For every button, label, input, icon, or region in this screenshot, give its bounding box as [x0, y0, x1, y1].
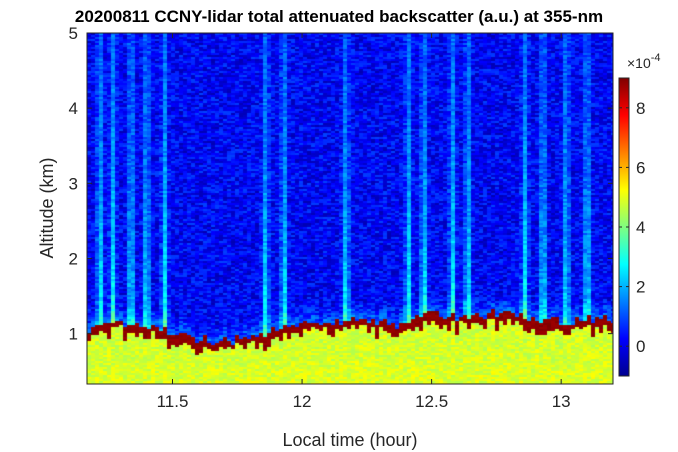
plot-frame [86, 32, 614, 385]
y-tick-label: 4 [69, 99, 78, 118]
colorbar-tick-label: 6 [636, 158, 645, 177]
colorbar-tick-label: 8 [636, 99, 645, 118]
colorbar-tick-label: 4 [636, 218, 645, 237]
x-tick-label: 12.5 [415, 392, 448, 411]
y-axis: 1 2 3 4 5 [69, 24, 613, 344]
x-axis: 11.5 12 12.5 13 [157, 33, 571, 411]
x-tick-label: 13 [552, 392, 571, 411]
y-tick-label: 5 [69, 24, 78, 43]
y-tick-label: 3 [69, 174, 78, 193]
backscatter-heatmap [87, 33, 613, 384]
x-tick-label: 11.5 [157, 392, 189, 411]
y-tick-label: 2 [69, 249, 78, 268]
x-tick-label: 12 [293, 392, 312, 411]
y-axis-label: Altitude (km) [37, 157, 57, 258]
colorbar-ticks: 0 2 4 6 8 [619, 99, 645, 356]
y-tick-label: 1 [69, 325, 78, 344]
colorbar-multiplier-base: ×10 [627, 55, 651, 71]
colorbar-tick-label: 2 [636, 278, 645, 297]
colorbar-exponent: -4 [651, 52, 661, 64]
x-axis-label: Local time (hour) [282, 430, 417, 450]
chart-title: 20200811 CCNY-lidar total attenuated bac… [75, 7, 603, 26]
colorbar-multiplier: ×10-4 [627, 52, 661, 71]
heatmap-raster [87, 33, 613, 384]
colorbar-tick-label: 0 [636, 337, 645, 356]
